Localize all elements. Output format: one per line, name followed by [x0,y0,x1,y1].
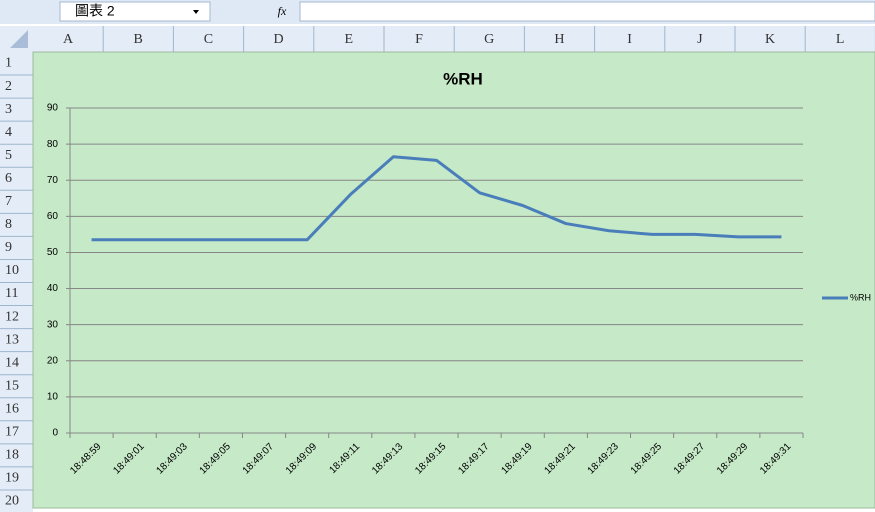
row-header: 10 [5,263,19,278]
y-tick-label: 60 [47,211,59,222]
y-tick-label: 70 [47,175,59,186]
column-header: J [697,32,703,47]
y-tick-label: 30 [47,319,59,330]
chart-area[interactable] [32,51,875,509]
formula-input[interactable] [299,1,875,22]
column-header: E [345,32,354,47]
column-header: F [415,32,423,47]
row-header: 17 [5,425,19,440]
y-tick-label: 90 [47,103,59,114]
row-header: 8 [5,217,12,232]
row-header: 4 [5,125,12,140]
column-header: H [554,32,564,47]
row-header: 7 [5,194,12,209]
row-header: 3 [5,102,12,117]
y-tick-label: 0 [52,428,58,439]
row-header: 20 [5,494,19,509]
row-header: 1 [5,56,12,71]
row-header: 12 [5,309,19,324]
column-header: B [134,32,143,47]
dropdown-arrow[interactable] [193,10,199,14]
y-tick-label: 20 [47,355,59,366]
column-header: L [836,32,845,47]
row-header: 6 [5,171,12,186]
column-header: D [274,32,284,47]
row-header: 9 [5,240,12,255]
row-header: 15 [5,378,19,393]
chart-title: %RH [443,69,483,88]
select-all[interactable] [10,30,28,48]
fx-button[interactable]: fx [278,4,287,18]
row-header: 18 [5,448,19,463]
y-tick-label: 50 [47,247,59,258]
y-tick-label: 80 [47,139,59,150]
row-header: 14 [5,355,19,370]
row-header: 5 [5,148,12,163]
row-header: 19 [5,471,19,486]
row-header: 2 [5,79,12,94]
row-header: 11 [5,286,18,301]
row-header: 13 [5,332,19,347]
y-tick-label: 40 [47,283,59,294]
name-box[interactable] [59,1,211,22]
column-header: A [63,32,74,47]
column-header-row [0,26,875,52]
column-header: I [627,32,632,47]
legend-label: %RH [850,292,871,302]
name-box-text: 圖表 2 [75,3,115,19]
column-header: C [204,32,213,47]
y-tick-label: 10 [47,392,59,403]
data-line [91,155,782,242]
row-header: 16 [5,401,19,416]
column-header: G [484,32,494,47]
column-header: K [765,32,775,47]
